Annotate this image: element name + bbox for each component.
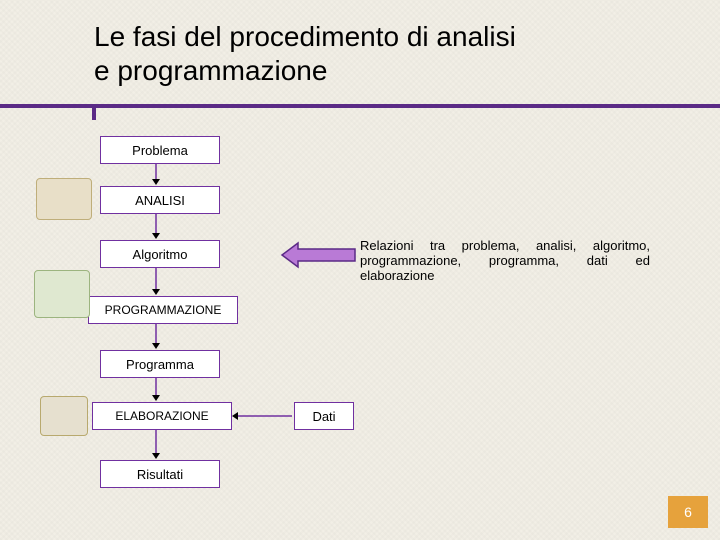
person-at-computer-icon [34, 270, 90, 318]
page-number: 6 [668, 496, 708, 528]
computer-icon [40, 396, 88, 436]
big-left-arrow [282, 243, 355, 267]
arrows-layer [0, 0, 720, 540]
page-number-text: 6 [684, 504, 692, 520]
people-at-desk-icon [36, 178, 92, 220]
